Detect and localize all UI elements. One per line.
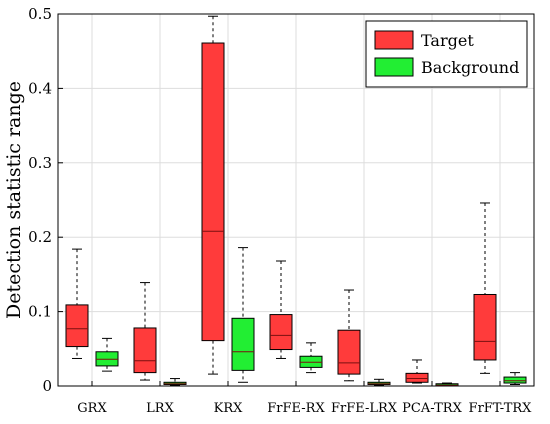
axis-layer: 0 0.1 0.2 0.3 0.4 0.5 GRX LRX KRX FrFE-RX FrFE-LRX… [28, 5, 532, 416]
box-target-0 [65, 248, 89, 359]
y-tick-label-2: 0.2 [28, 228, 52, 246]
box-iqr [133, 327, 157, 374]
box-background-0 [95, 337, 119, 372]
x-tick-label-1: LRX [146, 401, 174, 416]
box-iqr [337, 329, 361, 375]
box-iqr [201, 42, 225, 342]
x-tick-label-0: GRX [77, 401, 107, 416]
box-target-1 [133, 282, 157, 381]
box-iqr [231, 317, 255, 371]
box-target-5 [405, 359, 429, 384]
box-background-1 [163, 378, 187, 386]
legend-label-background: Background [421, 58, 519, 77]
legend-swatch-target [374, 30, 414, 50]
legend-label-target: Target [421, 31, 474, 50]
plot-layer [65, 15, 527, 387]
x-tick-label-2: KRX [214, 401, 244, 416]
x-tick-label-6: FrFT-TRX [469, 401, 533, 416]
box-iqr [473, 293, 497, 361]
box-background-6 [503, 372, 527, 386]
box-target-4 [337, 289, 361, 382]
box-background-2 [231, 247, 255, 383]
legend: Target Background [365, 20, 528, 88]
box-target-3 [269, 260, 293, 359]
box-background-4 [367, 378, 391, 386]
y-tick-label-3: 0.3 [28, 154, 52, 172]
box-background-3 [299, 342, 323, 374]
y-axis-label: Detection statistic range [3, 81, 25, 319]
x-tick-label-5: PCA-TRX [402, 401, 462, 416]
y-tick-label-4: 0.4 [28, 79, 52, 97]
box-iqr [405, 372, 429, 383]
box-iqr [503, 376, 527, 384]
box-iqr [65, 304, 89, 348]
y-tick-label-1: 0.1 [28, 303, 52, 321]
x-tick-label-4: FrFE-LRX [331, 401, 398, 416]
x-tick-label-3: FrFE-RX [267, 401, 325, 416]
box-target-2 [201, 15, 225, 375]
y-tick-label-5: 0.5 [28, 5, 52, 23]
box-iqr [269, 314, 293, 351]
y-tick-label-0: 0 [42, 377, 52, 395]
box-target-6 [473, 202, 497, 374]
legend-swatch-background [374, 57, 414, 77]
